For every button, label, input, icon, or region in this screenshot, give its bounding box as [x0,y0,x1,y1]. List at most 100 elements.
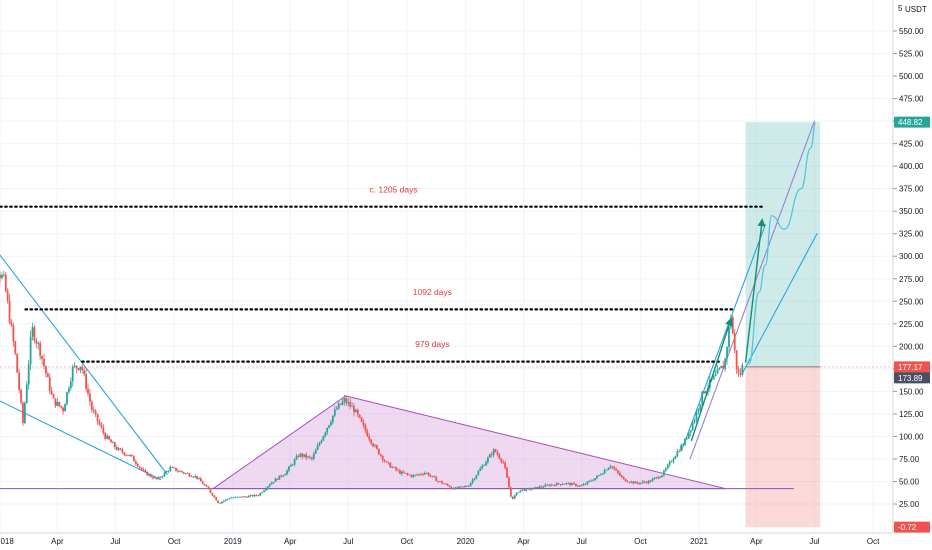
candle-body [115,447,118,450]
candle-body [580,485,583,487]
y-tick-label: 275.00 [899,275,924,284]
candle-body [741,365,744,375]
candle-body [446,483,449,486]
x-tick-label: Apr [284,537,297,546]
candle-body [460,486,463,488]
y-tick-label: 500.00 [899,72,924,81]
candle-body [226,498,229,500]
candle-body [249,495,252,496]
candle-body [617,470,619,474]
candle-body [663,470,665,476]
candle-body [634,481,637,484]
candle-body [435,477,438,482]
candle-body [607,468,610,470]
candle-body [588,480,591,482]
candle-body [651,478,654,482]
candle-body [345,398,348,404]
candle-body [557,483,560,485]
candle-body [144,470,147,472]
candle-body [100,424,103,428]
candle-body [41,356,43,359]
candle-body [685,438,688,440]
candle-body [601,473,604,475]
candle-body [416,474,419,476]
candle-body [136,463,139,467]
y-tick-label: 350.00 [899,207,924,216]
candle-body [536,486,539,489]
y-tick-label: 525.00 [899,50,924,59]
candle-body [295,455,298,460]
candle-body [594,478,596,481]
candle-body [221,501,223,504]
candle-body [488,454,491,458]
candle-body [328,425,330,428]
y-tick-label: 100.00 [899,432,924,441]
candle-body [649,480,652,482]
candle-body [418,474,420,475]
candle-body [245,496,248,498]
candle-body [410,474,413,477]
candle-body [161,476,164,478]
candle-body [266,486,269,489]
candle-body [35,340,38,344]
candle-body [198,478,200,480]
candle-body [404,472,407,474]
candle-body [297,455,300,457]
candle-body [173,467,176,469]
candle-body [737,369,740,374]
candle-body [108,435,110,440]
candle-body [110,439,112,443]
candle-body [52,394,55,399]
candle-body [318,442,321,446]
candle-body [544,484,547,487]
candle-body [278,475,281,480]
time-axis[interactable]: 2018 Apr Jul Oct 2019 Apr Jul Oct 2020 Apr Jul Oct 2… [0,537,880,546]
candle-body [94,411,97,414]
candle-body [548,484,551,486]
candle-body [485,462,487,466]
candle-body [458,486,461,489]
candle-body [475,475,478,479]
candle-body [540,486,543,488]
candle-body [353,406,355,413]
candle-body [529,488,531,490]
candle-body [341,401,344,405]
candle-body [575,483,577,486]
level-annotation: 1092 days [413,287,452,297]
x-tick-label: 2020 [457,537,475,546]
candle-body [186,473,189,474]
candle-body [190,476,193,477]
candle-body [293,459,296,465]
candle-body [391,467,394,468]
candle-body [398,470,401,474]
candle-body [532,487,535,489]
candle-body [12,325,15,342]
candle-body [98,421,101,425]
candle-body [152,476,154,479]
risk-reward-zones [745,122,821,528]
candle-body [653,477,656,479]
candle-body [442,483,445,485]
drawing-shapes [0,120,818,490]
candle-body [661,475,663,478]
candle-body [603,470,606,474]
candle-body [477,471,480,476]
candle-body [370,439,373,444]
candle-body [257,495,260,497]
aux-price-tag-text: 173.89 [898,374,923,383]
candle-body [620,475,623,478]
candle-body [29,336,32,365]
candle-body [569,483,572,486]
y-tick-label: 150.00 [899,387,924,396]
candle-body [16,353,19,373]
candle-body [657,476,660,479]
candle-body [377,448,380,455]
currency-label[interactable]: USDT [905,5,927,14]
candle-body [90,401,93,410]
candle-body [142,469,145,471]
candle-body [597,475,600,476]
candle-body [728,327,730,348]
y-tick-label: 75.00 [899,455,920,464]
candle-body [69,381,72,389]
